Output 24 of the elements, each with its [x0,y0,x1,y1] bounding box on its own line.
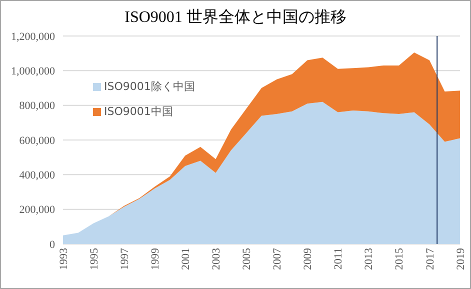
y-tick-label: 1,000,000 [11,66,56,78]
y-tick-label: 400,000 [19,170,56,182]
x-tick-label: 2011 [332,248,345,270]
x-tick-label: 2015 [394,248,406,270]
y-tick-label: 200,000 [19,204,56,216]
x-tick-label: 1993 [58,248,70,270]
x-tick-label: 2005 [241,248,254,270]
y-tick-label: 600,000 [19,134,56,147]
x-tick-label: 1997 [118,248,131,270]
x-tick-label: 2019 [454,248,467,270]
legend-label: ISO9001中国 [104,104,173,119]
y-tick-label: 800,000 [19,100,56,112]
x-tick-label: 2003 [210,248,222,270]
x-tick-label: 2007 [272,248,284,270]
x-tick-label: 2013 [363,248,376,270]
legend-label: ISO9001除く中国 [104,79,195,94]
y-tick-label: 0 [50,238,56,251]
x-tick-label: 2001 [180,248,192,270]
x-tick-label: 1999 [149,248,162,270]
x-tick-label: 2017 [424,248,436,270]
x-tick-label: 2009 [302,248,314,270]
y-tick-label: 1,200,000 [11,30,56,43]
chart-title: ISO9001 世界全体と中国の推移 [124,8,348,28]
x-tick-label: 1995 [88,248,100,270]
